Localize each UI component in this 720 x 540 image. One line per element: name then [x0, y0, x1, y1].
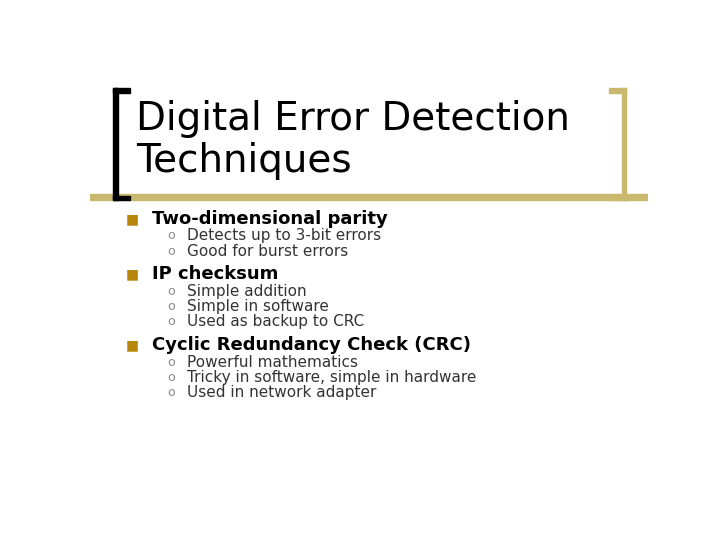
Text: Simple in software: Simple in software	[187, 299, 329, 314]
Text: Cyclic Redundancy Check (CRC): Cyclic Redundancy Check (CRC)	[152, 336, 471, 354]
Text: o: o	[168, 315, 175, 328]
Text: o: o	[168, 230, 175, 242]
Text: IP checksum: IP checksum	[152, 265, 279, 284]
Text: o: o	[168, 285, 175, 298]
Text: Two-dimensional parity: Two-dimensional parity	[152, 210, 388, 228]
Text: o: o	[168, 355, 175, 368]
Text: Simple addition: Simple addition	[187, 284, 307, 299]
Text: Good for burst errors: Good for burst errors	[187, 244, 348, 259]
Text: Tricky in software, simple in hardware: Tricky in software, simple in hardware	[187, 370, 476, 385]
Bar	[621, 88, 626, 200]
Text: Techniques: Techniques	[137, 142, 352, 180]
Text: Detects up to 3-bit errors: Detects up to 3-bit errors	[187, 228, 381, 243]
Text: o: o	[168, 386, 175, 399]
Bar	[609, 195, 626, 200]
Bar	[113, 88, 118, 200]
Bar	[90, 194, 648, 200]
Text: Digital Error Detection: Digital Error Detection	[137, 100, 570, 138]
Text: ■: ■	[126, 338, 139, 352]
Text: o: o	[168, 300, 175, 313]
Bar	[609, 88, 626, 92]
Text: o: o	[168, 245, 175, 258]
Bar	[113, 195, 130, 200]
Text: Used in network adapter: Used in network adapter	[187, 386, 377, 400]
Text: ■: ■	[126, 212, 139, 226]
Text: Used as backup to CRC: Used as backup to CRC	[187, 314, 364, 329]
Bar	[113, 88, 130, 92]
Text: ■: ■	[126, 267, 139, 281]
Text: Powerful mathematics: Powerful mathematics	[187, 355, 358, 369]
Text: o: o	[168, 371, 175, 384]
